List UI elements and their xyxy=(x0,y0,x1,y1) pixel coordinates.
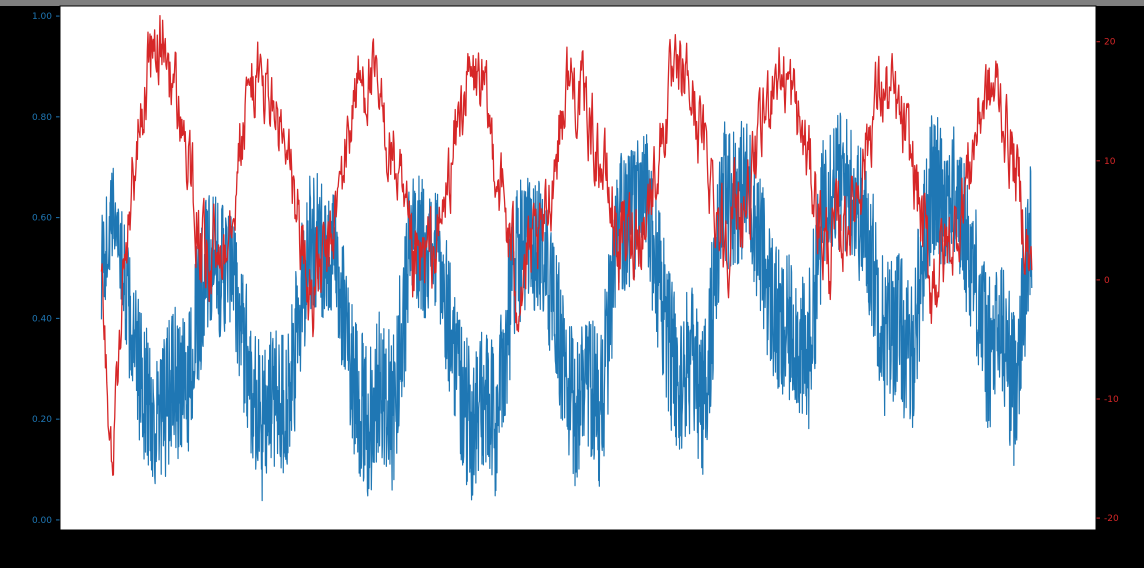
plot-frame xyxy=(59,5,1097,531)
y-left-tick-label: 0.40 xyxy=(32,314,52,324)
y-left-tick-label: 0.20 xyxy=(32,415,52,425)
right-series-layer xyxy=(100,14,1033,476)
x-axis xyxy=(100,530,1035,534)
left-series-line xyxy=(100,112,1033,502)
y-right-axis: -20 -10 0 10 20 xyxy=(1096,38,1119,524)
y-left-tick-label: 0.80 xyxy=(32,113,52,123)
y-left-tick-label: 0.00 xyxy=(32,516,52,526)
y-right-tick-label: 20 xyxy=(1104,38,1116,48)
y-right-tick-label: -10 xyxy=(1104,395,1119,405)
y-right-tick-label: 10 xyxy=(1104,157,1116,167)
plot-clip-group xyxy=(100,14,1033,502)
y-left-tick-label: 0.60 xyxy=(32,214,52,224)
left-series-layer xyxy=(100,112,1033,502)
y-left-tick-label: 1.00 xyxy=(32,12,52,22)
y-right-tick-label: 0 xyxy=(1104,276,1110,286)
top-band xyxy=(0,0,1144,6)
right-series-line xyxy=(100,14,1033,476)
y-left-axis: 0.00 0.20 0.40 0.60 0.80 1.00 xyxy=(32,12,60,526)
y-right-tick-label: -20 xyxy=(1104,514,1119,524)
